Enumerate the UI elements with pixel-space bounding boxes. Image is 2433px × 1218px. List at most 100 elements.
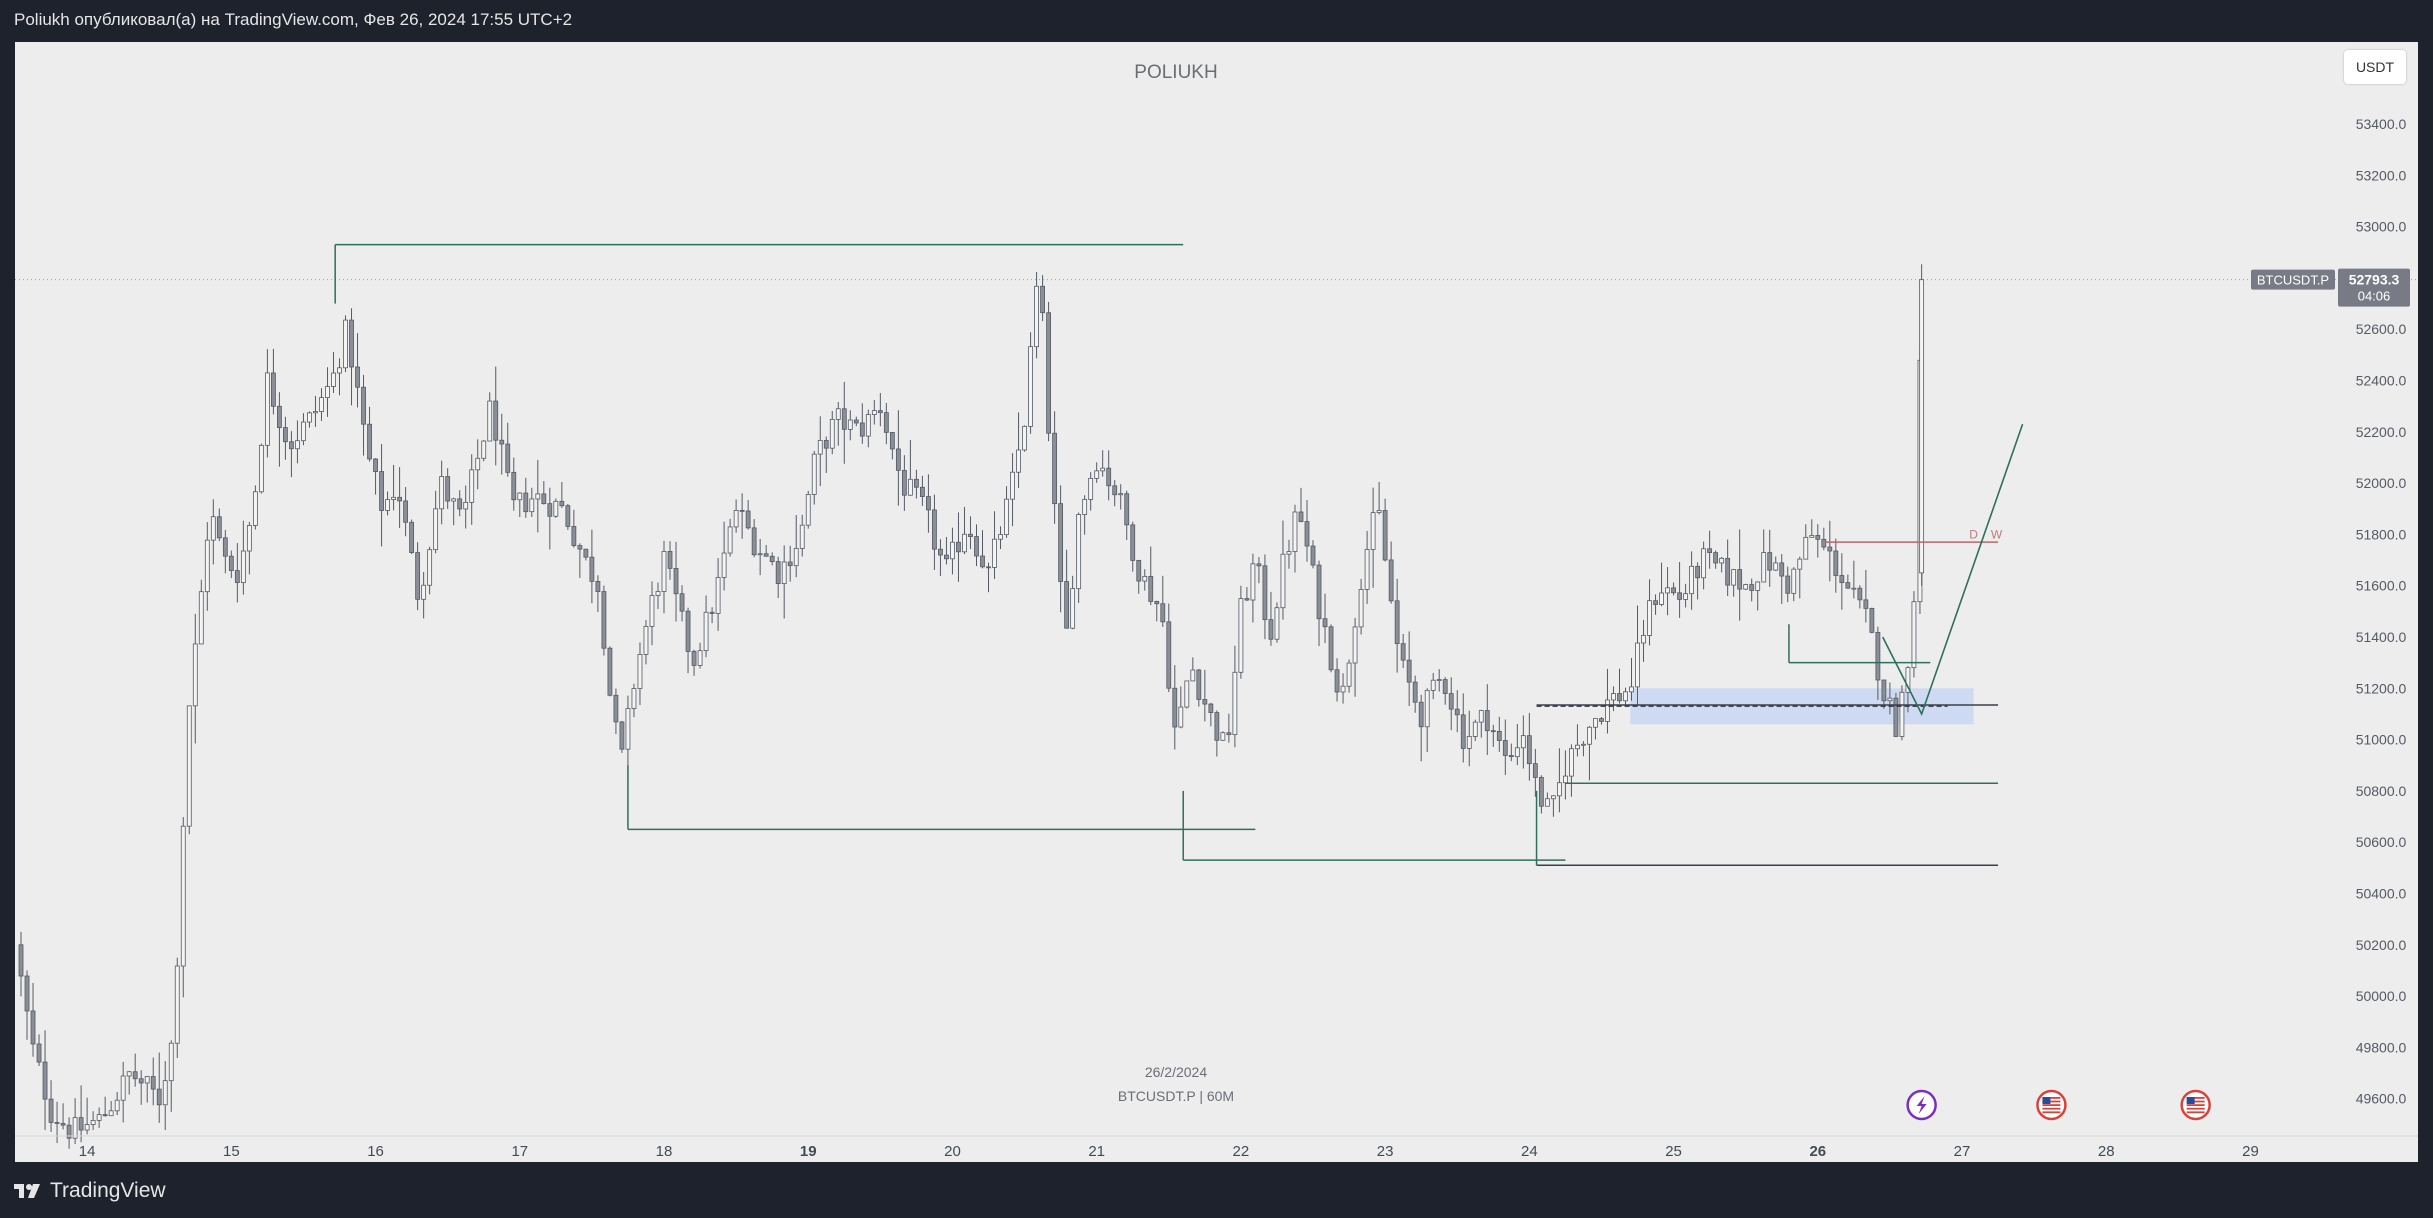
candle[interactable] <box>1797 558 1803 570</box>
candle[interactable] <box>1490 730 1496 733</box>
candle[interactable] <box>1905 667 1911 693</box>
candle[interactable] <box>1725 557 1731 586</box>
candle[interactable] <box>944 554 949 560</box>
candle[interactable] <box>1575 744 1580 750</box>
candle[interactable] <box>391 496 396 500</box>
candle[interactable] <box>1713 552 1719 564</box>
candle[interactable] <box>18 944 24 977</box>
candle[interactable] <box>769 555 775 562</box>
candle[interactable] <box>1262 565 1268 621</box>
candle[interactable] <box>763 553 769 557</box>
candle[interactable] <box>1665 587 1670 594</box>
candle[interactable] <box>1148 575 1154 602</box>
candle[interactable] <box>992 538 997 568</box>
candle[interactable] <box>841 408 847 430</box>
candle[interactable] <box>541 493 547 505</box>
candle[interactable] <box>1833 550 1839 576</box>
candle[interactable] <box>673 567 679 595</box>
candle[interactable] <box>757 553 763 556</box>
candle[interactable] <box>1142 575 1148 582</box>
candle[interactable] <box>301 421 306 442</box>
candle[interactable] <box>1070 588 1076 629</box>
candle[interactable] <box>721 552 727 578</box>
candle[interactable] <box>625 708 631 750</box>
candle[interactable] <box>90 1119 96 1125</box>
candle[interactable] <box>30 1010 36 1045</box>
candle[interactable] <box>1611 693 1616 701</box>
candle[interactable] <box>499 439 505 445</box>
candle[interactable] <box>889 431 895 450</box>
candle[interactable] <box>1088 477 1094 500</box>
candle[interactable] <box>1785 575 1791 594</box>
candle[interactable] <box>1520 735 1526 749</box>
candle[interactable] <box>1040 285 1045 314</box>
candle[interactable] <box>1274 607 1280 640</box>
candle[interactable] <box>325 386 330 399</box>
candle[interactable] <box>980 555 985 568</box>
candle[interactable] <box>234 570 240 583</box>
candle[interactable] <box>1460 714 1466 749</box>
candle[interactable] <box>643 625 649 655</box>
tradingview-logo-icon[interactable] <box>14 1182 44 1200</box>
candle[interactable] <box>108 1110 114 1117</box>
candle[interactable] <box>1538 777 1544 807</box>
candle[interactable] <box>433 508 439 551</box>
candle[interactable] <box>583 548 589 558</box>
candle[interactable] <box>1364 549 1370 590</box>
candle[interactable] <box>1316 564 1322 620</box>
candle[interactable] <box>1370 512 1376 550</box>
candle[interactable] <box>313 411 318 414</box>
candle[interactable] <box>1436 679 1442 681</box>
candle[interactable] <box>1172 687 1178 728</box>
candle[interactable] <box>258 444 264 493</box>
candle[interactable] <box>1695 565 1701 579</box>
candle[interactable] <box>1749 584 1755 591</box>
candle[interactable] <box>974 536 979 557</box>
candle[interactable] <box>565 505 571 527</box>
candle[interactable] <box>1791 568 1797 594</box>
candle[interactable] <box>751 527 757 556</box>
candle[interactable] <box>1779 562 1785 577</box>
candle[interactable] <box>1454 708 1460 716</box>
candle[interactable] <box>847 419 853 430</box>
candle[interactable] <box>998 534 1003 540</box>
candle[interactable] <box>1472 721 1478 737</box>
candle[interactable] <box>619 721 625 750</box>
candle[interactable] <box>1130 524 1136 561</box>
candle[interactable] <box>547 503 553 517</box>
candle[interactable] <box>415 552 421 600</box>
candle[interactable] <box>1382 510 1388 561</box>
candle[interactable] <box>1160 603 1166 623</box>
candle[interactable] <box>907 478 913 496</box>
candle[interactable] <box>631 688 637 709</box>
candle[interactable] <box>607 647 613 696</box>
candle[interactable] <box>1154 601 1160 605</box>
candle[interactable] <box>1448 693 1454 710</box>
candle[interactable] <box>1124 493 1130 526</box>
candle[interactable] <box>409 521 415 553</box>
candle[interactable] <box>469 469 475 503</box>
candle[interactable] <box>1919 279 1925 574</box>
candle[interactable] <box>48 1098 54 1123</box>
candle[interactable] <box>1653 600 1658 605</box>
candle[interactable] <box>1881 679 1887 702</box>
candle[interactable] <box>511 471 517 501</box>
candle[interactable] <box>601 591 607 649</box>
candle[interactable] <box>1226 732 1232 736</box>
candle[interactable] <box>439 476 445 510</box>
candle[interactable] <box>1581 743 1586 746</box>
candle[interactable] <box>180 825 186 967</box>
candle[interactable] <box>1400 643 1406 661</box>
candle[interactable] <box>1232 671 1238 736</box>
candle[interactable] <box>1719 557 1725 564</box>
candle[interactable] <box>1911 601 1917 669</box>
candle[interactable] <box>1641 635 1646 644</box>
candle[interactable] <box>1442 679 1448 694</box>
candle[interactable] <box>271 372 276 407</box>
candle[interactable] <box>859 422 865 437</box>
candle[interactable] <box>1118 493 1124 496</box>
candle[interactable] <box>589 556 595 582</box>
candle[interactable] <box>1034 285 1039 348</box>
candle[interactable] <box>156 1088 162 1106</box>
candle[interactable] <box>277 405 282 428</box>
